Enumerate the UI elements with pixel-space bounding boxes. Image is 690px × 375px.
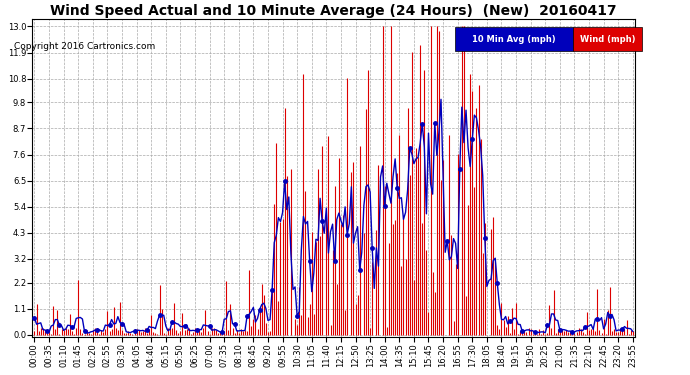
Text: Wind (mph): Wind (mph) <box>580 34 635 44</box>
Text: 10 Min Avg (mph): 10 Min Avg (mph) <box>473 34 556 44</box>
Title: Wind Speed Actual and 10 Minute Average (24 Hours)  (New)  20160417: Wind Speed Actual and 10 Minute Average … <box>50 4 617 18</box>
Text: Copyright 2016 Cartronics.com: Copyright 2016 Cartronics.com <box>14 42 155 51</box>
